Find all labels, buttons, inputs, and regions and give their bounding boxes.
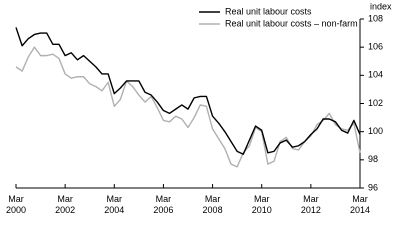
chart-container: index 96 98 100 102 104 106 108 Real unit labou…: [5, 1, 392, 215]
y-tick-label: 102: [368, 98, 383, 108]
x-tick-label: Mar 2010: [251, 194, 272, 215]
y-tick-label: 108: [368, 13, 383, 23]
y-axis-label: index: [370, 1, 392, 11]
legend-label: Real unit labour costs: [225, 6, 312, 16]
chart: index 96 98 100 102 104 106 108 Real unit labou…: [15, 1, 392, 192]
y-tick-label: 106: [368, 42, 383, 52]
x-tick-label: Mar 2008: [202, 194, 223, 215]
x-tick-label: Mar 2002: [55, 194, 76, 215]
x-tick-label: Mar 2004: [104, 194, 125, 215]
series-line: [15, 46, 361, 168]
y-tick-label: 100: [368, 126, 383, 136]
series-line: [15, 27, 361, 155]
y-tick-label: 104: [368, 70, 383, 80]
x-tick-label: Mar 2006: [153, 194, 174, 215]
y-tick-label: 98: [368, 154, 378, 164]
x-tick-label: Mar 2000: [5, 194, 27, 215]
legend-label: Real unit labour costs – non-farm: [225, 18, 358, 28]
y-tick-label: 96: [368, 182, 378, 192]
x-tick-label: Mar 2014: [349, 194, 371, 215]
x-tick-label: Mar 2012: [300, 194, 321, 215]
